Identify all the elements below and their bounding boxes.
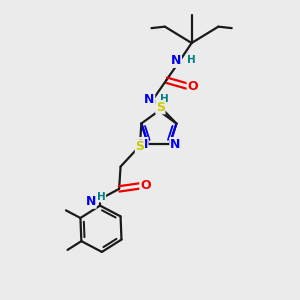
Text: O: O (187, 80, 198, 93)
Text: S: S (135, 140, 144, 153)
Text: S: S (156, 101, 165, 114)
Text: N: N (171, 54, 181, 67)
Text: N: N (144, 93, 154, 106)
Text: O: O (140, 179, 151, 192)
Text: N: N (86, 195, 96, 208)
Text: H: H (160, 94, 169, 104)
Text: H: H (97, 192, 106, 202)
Text: N: N (137, 138, 148, 151)
Text: H: H (187, 55, 195, 65)
Text: N: N (170, 138, 180, 151)
